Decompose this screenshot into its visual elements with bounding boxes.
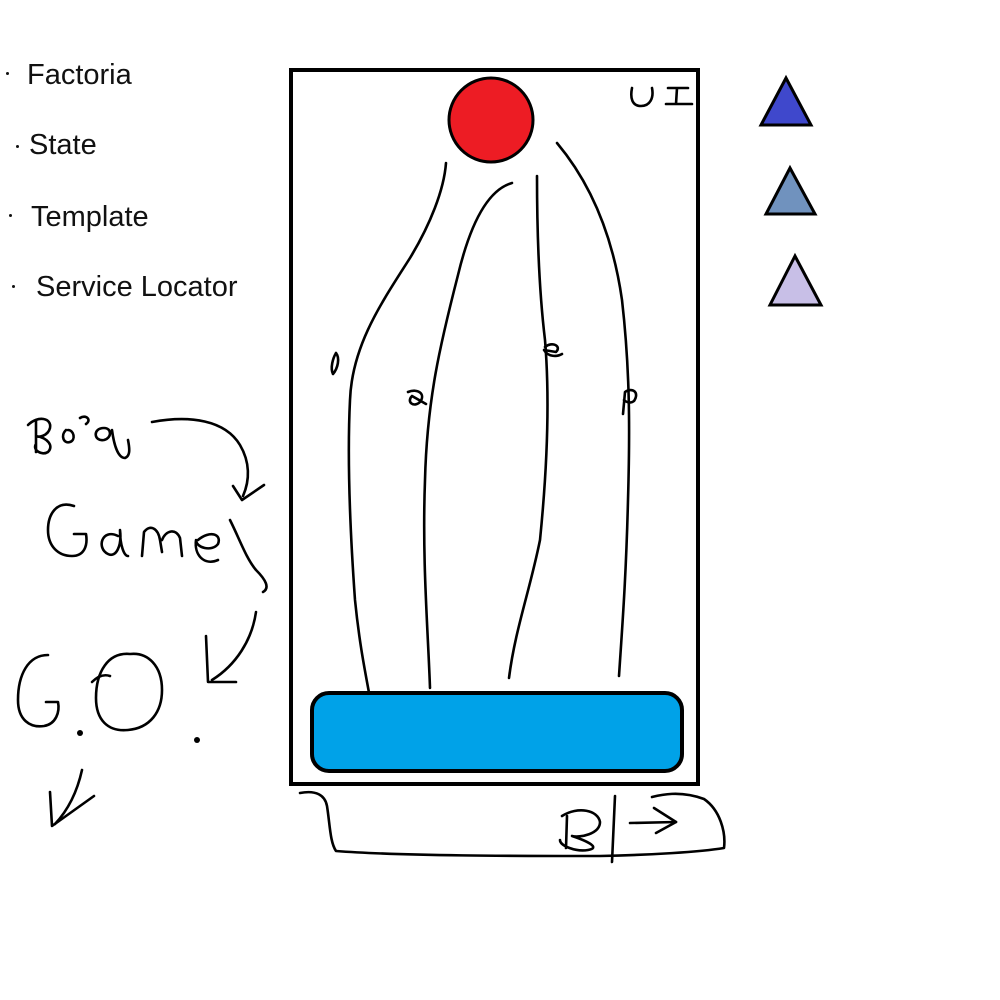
bullet-label: State	[29, 129, 97, 161]
branch-line-1	[347, 161, 448, 706]
handwriting-bog-g	[94, 426, 131, 460]
right-arrow-icon	[628, 820, 678, 825]
bullet-label: Template	[31, 201, 149, 233]
branch-letter-a	[406, 389, 428, 406]
handwriting-game-e	[194, 532, 221, 563]
bullet-dot	[6, 72, 9, 75]
ui-label-i	[664, 86, 694, 106]
bullet-label: Service Locator	[36, 271, 238, 303]
divider-line	[610, 794, 617, 864]
bullet-item-template: Template	[31, 203, 149, 232]
handwriting-bog-mark	[78, 415, 90, 426]
handwriting-go-o	[94, 652, 164, 732]
bottom-bar	[310, 691, 684, 773]
bullet-dot	[12, 285, 15, 288]
bullet-dot	[16, 145, 19, 148]
branch-letter-e	[542, 343, 564, 358]
top-circle	[447, 76, 535, 164]
handwriting-game-a	[100, 528, 130, 558]
branch-letter-p	[621, 388, 638, 416]
triangle-steel-blue	[763, 164, 818, 216]
curved-arrow-icon	[150, 417, 250, 498]
down-left-arrow-icon	[210, 610, 258, 682]
handwriting-go-dot	[194, 737, 200, 743]
handwriting-game-tail	[228, 518, 268, 594]
triangle-blue	[758, 74, 814, 127]
handwriting-b	[558, 809, 602, 852]
bullet-item-factoria: Factoria	[27, 61, 132, 90]
phone-frame	[289, 68, 700, 786]
handwriting-go-g	[16, 653, 60, 728]
handwriting-bog-o	[61, 428, 75, 444]
handwriting-go-dot	[77, 730, 83, 736]
handwriting-game-m	[140, 526, 184, 558]
right-arrow-head	[652, 806, 678, 835]
triangle-lavender	[767, 252, 824, 307]
down-left-arrow-head	[48, 790, 96, 828]
ui-label-u	[629, 86, 654, 108]
bullet-item-service-locator: Service Locator	[36, 273, 238, 302]
down-left-arrow-icon	[53, 768, 84, 826]
bottom-bracket	[298, 790, 726, 858]
branch-line-2	[422, 181, 514, 690]
handwriting-bog-b	[26, 417, 52, 455]
branch-line-4	[555, 141, 631, 678]
handwriting-game-g	[46, 503, 88, 558]
branch-line-3	[507, 174, 549, 680]
curved-arrow-head	[231, 483, 266, 502]
bullet-item-state: State	[29, 131, 97, 160]
bullet-label: Factoria	[27, 59, 132, 91]
branch-letter-l	[330, 351, 340, 376]
down-left-arrow-head	[204, 634, 238, 684]
bullet-dot	[9, 214, 12, 217]
handwriting-go-mark	[90, 673, 112, 684]
